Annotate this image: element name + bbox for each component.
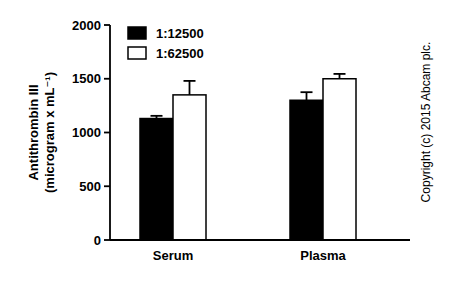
bar bbox=[323, 79, 356, 240]
error-cap bbox=[151, 115, 163, 117]
y-tick-label: 0 bbox=[94, 233, 101, 248]
y-axis-label: Antithrombin III(microgram x mL⁻¹) bbox=[26, 72, 57, 193]
x-tick-label: Serum bbox=[153, 248, 193, 263]
error-cap bbox=[184, 80, 196, 82]
bar bbox=[140, 119, 173, 240]
error-cap bbox=[334, 73, 346, 75]
x-axis bbox=[110, 239, 410, 241]
error-cap bbox=[301, 91, 313, 93]
legend: 1:12500 1:62500 bbox=[128, 26, 204, 61]
y-axis-label-line: (microgram x mL⁻¹) bbox=[42, 72, 57, 193]
legend-label: 1:62500 bbox=[156, 46, 204, 61]
chart: 0 500 1000 1500 2000 Serum Plasma Antithrombin … bbox=[0, 0, 474, 284]
y-tick bbox=[104, 185, 110, 187]
y-tick-label: 2000 bbox=[72, 18, 101, 33]
legend-swatch bbox=[128, 27, 146, 39]
y-axis-label-line: Antithrombin III bbox=[26, 84, 41, 180]
y-tick bbox=[104, 24, 110, 26]
y-tick bbox=[104, 239, 110, 241]
y-tick-label: 1000 bbox=[72, 125, 101, 140]
y-tick-label: 1500 bbox=[72, 71, 101, 86]
error-bar bbox=[334, 74, 346, 79]
legend-label: 1:12500 bbox=[156, 26, 204, 41]
error-bar bbox=[184, 81, 196, 95]
error-bar bbox=[151, 116, 163, 119]
error-stem bbox=[306, 92, 308, 100]
chart-svg: 0 500 1000 1500 2000 Serum Plasma Antithrombin … bbox=[0, 0, 474, 284]
legend-swatch bbox=[128, 47, 146, 59]
y-tick-label: 500 bbox=[79, 179, 101, 194]
annotation: Copyright (c) 2015 Abcam plc. bbox=[419, 42, 433, 203]
error-stem bbox=[189, 81, 191, 95]
y-tick bbox=[104, 132, 110, 134]
bar bbox=[290, 100, 323, 240]
y-tick bbox=[104, 78, 110, 80]
bars bbox=[140, 74, 356, 240]
error-bar bbox=[301, 92, 313, 100]
x-tick-label: Plasma bbox=[300, 248, 346, 263]
bar bbox=[173, 95, 206, 240]
